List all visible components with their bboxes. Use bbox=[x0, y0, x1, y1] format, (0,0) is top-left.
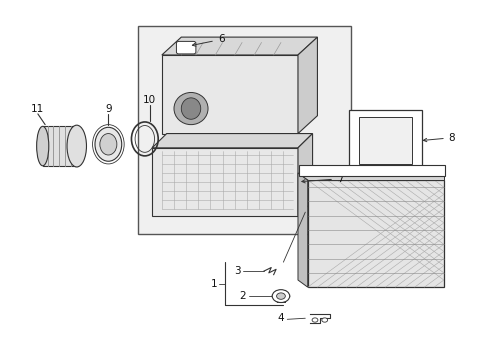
Ellipse shape bbox=[181, 98, 201, 119]
Circle shape bbox=[311, 318, 317, 322]
Text: 7: 7 bbox=[301, 174, 343, 184]
FancyBboxPatch shape bbox=[348, 111, 421, 171]
Text: 2: 2 bbox=[239, 291, 246, 301]
Polygon shape bbox=[297, 173, 307, 287]
Polygon shape bbox=[162, 37, 317, 55]
FancyBboxPatch shape bbox=[176, 41, 196, 54]
FancyBboxPatch shape bbox=[152, 148, 297, 216]
Circle shape bbox=[321, 318, 327, 322]
Polygon shape bbox=[297, 173, 443, 180]
Text: 6: 6 bbox=[192, 35, 224, 46]
Text: 9: 9 bbox=[105, 104, 111, 113]
Ellipse shape bbox=[174, 93, 207, 125]
Ellipse shape bbox=[95, 127, 122, 161]
Circle shape bbox=[276, 293, 285, 299]
FancyBboxPatch shape bbox=[307, 180, 443, 287]
Text: 5: 5 bbox=[358, 130, 365, 140]
Text: 3: 3 bbox=[233, 266, 240, 276]
Text: 8: 8 bbox=[423, 133, 454, 143]
FancyBboxPatch shape bbox=[42, 126, 78, 166]
Ellipse shape bbox=[67, 125, 86, 167]
Ellipse shape bbox=[37, 126, 49, 166]
FancyBboxPatch shape bbox=[358, 117, 411, 164]
Ellipse shape bbox=[100, 134, 117, 155]
Bar bbox=[137, 26, 351, 234]
Text: 11: 11 bbox=[31, 104, 44, 113]
Polygon shape bbox=[152, 134, 312, 148]
Circle shape bbox=[272, 290, 289, 302]
Text: 4: 4 bbox=[277, 313, 284, 323]
Polygon shape bbox=[297, 134, 312, 216]
Polygon shape bbox=[297, 37, 317, 134]
Text: 1: 1 bbox=[210, 279, 217, 289]
FancyBboxPatch shape bbox=[162, 55, 297, 134]
Text: 10: 10 bbox=[143, 95, 156, 105]
FancyBboxPatch shape bbox=[298, 165, 445, 176]
